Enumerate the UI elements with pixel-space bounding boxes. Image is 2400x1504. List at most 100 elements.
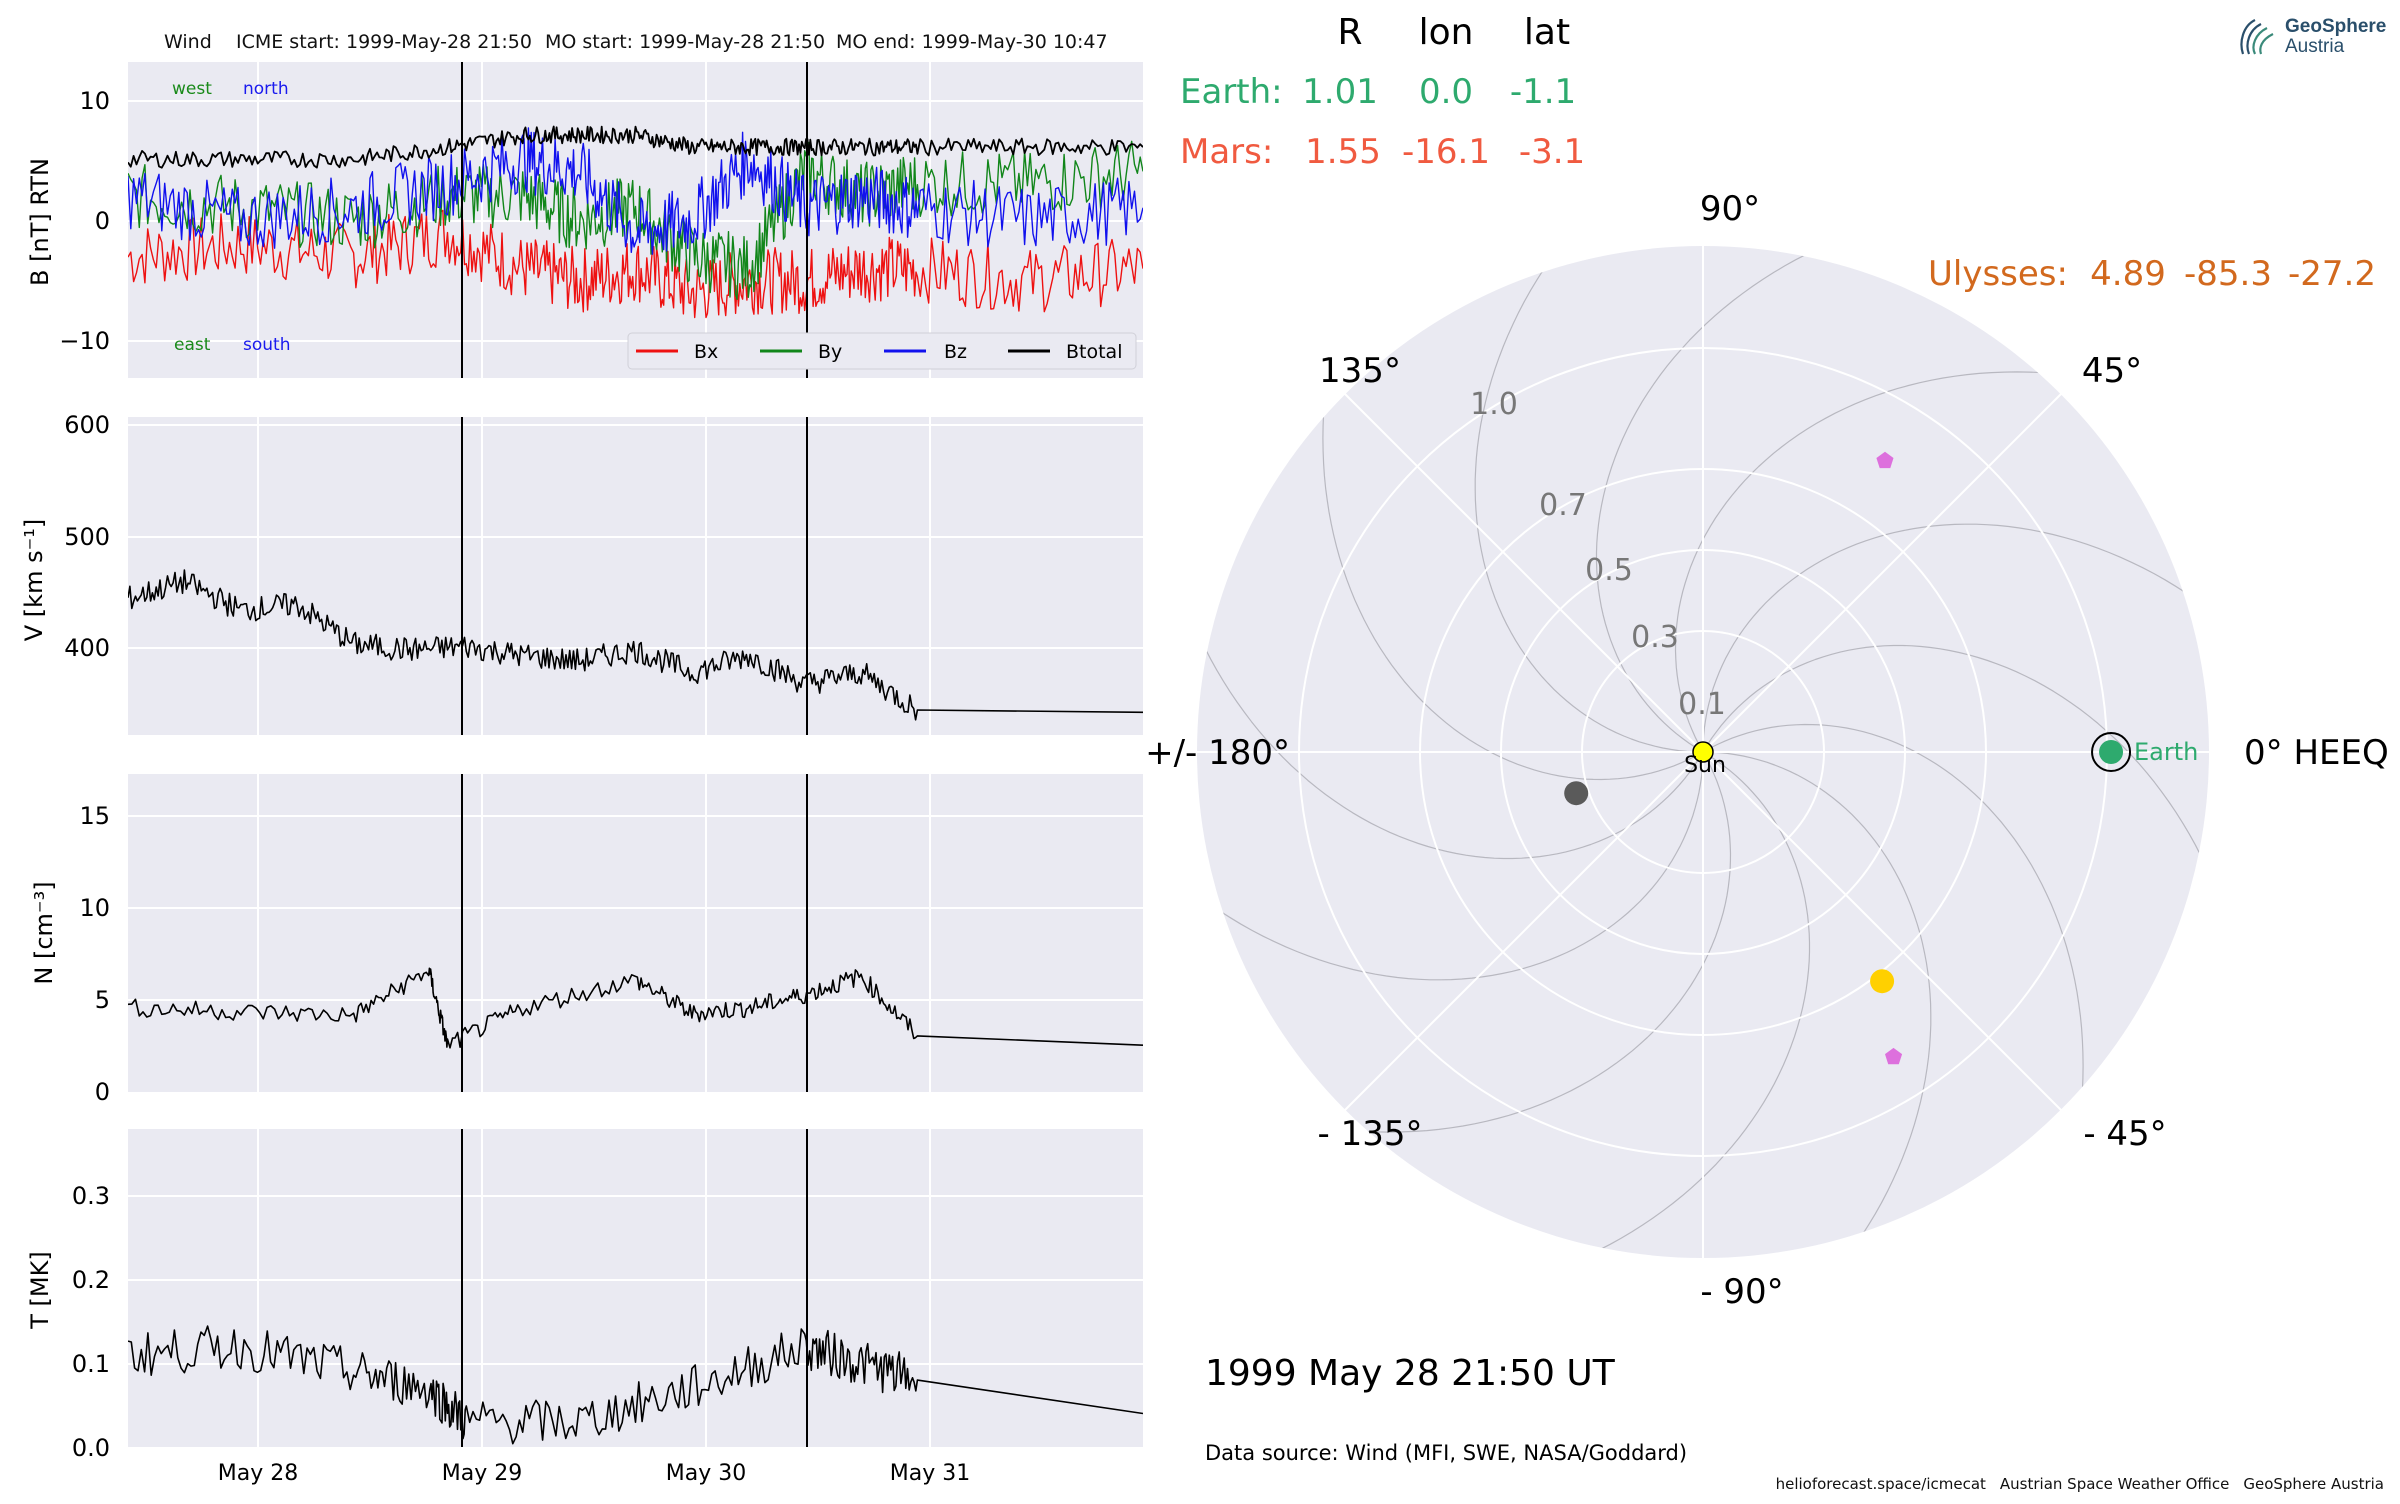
- radial-label-0-3: 0.3: [1631, 620, 1679, 655]
- polar-plot: 1.0 0.7 0.5 0.3 0.1 90° 45° 0° HEEQ - 45…: [1145, 189, 2389, 1312]
- panel-t-ytick-02: 0.2: [72, 1266, 110, 1294]
- angle-label-neg45: - 45°: [2083, 1114, 2166, 1154]
- xtick-may28: May 28: [218, 1461, 298, 1486]
- venus-marker: [1870, 969, 1895, 994]
- panel-t-ylabel: T [MK]: [26, 1251, 54, 1329]
- mars-row-label: Mars:: [1180, 132, 1273, 172]
- panel-v-ylabel: V [km s⁻¹]: [20, 519, 48, 641]
- legend-bz-label: Bz: [944, 341, 967, 363]
- footer-credits: helioforecast.space/icmecat Austrian Spac…: [1762, 1475, 2384, 1493]
- footer-geosphere: GeoSphere Austria: [2243, 1475, 2384, 1493]
- label-west: west: [172, 79, 212, 99]
- series-speed-line: [128, 569, 1143, 721]
- panel-t: 0.3 0.2 0.1 0.0 T [MK] May 28 May 29 May…: [26, 1129, 1143, 1486]
- label-north: north: [243, 79, 289, 99]
- footer-aswo: Austrian Space Weather Office: [1999, 1475, 2230, 1493]
- panel-v-series-group: [128, 569, 1143, 721]
- header-spacecraft: Wind: [164, 31, 212, 53]
- logo-line2: Austria: [2285, 36, 2345, 57]
- earth-row-label: Earth:: [1180, 72, 1283, 112]
- ulysses-row-lon: -85.3: [2184, 254, 2272, 294]
- parker-spiral-0: [1702, 751, 1932, 1258]
- panel-v-ytick-600: 600: [64, 411, 110, 439]
- parker-spiral-5: [1595, 246, 1856, 753]
- mars-row-r: 1.55: [1305, 132, 1381, 172]
- panel-b-series-group: [128, 125, 1143, 319]
- radial-label-0-1: 0.1: [1678, 687, 1726, 722]
- angle-label-neg90: - 90°: [1700, 1272, 1783, 1312]
- series-density-line: [128, 967, 1143, 1049]
- panel-b-legend: Bx By Bz Btotal: [627, 332, 1137, 370]
- sun-marker: [1692, 741, 1714, 763]
- mercury-marker: [1564, 781, 1589, 806]
- radial-label-1-0: 1.0: [1470, 387, 1518, 422]
- table-header-lon: lon: [1419, 12, 1474, 53]
- panel-n-series-group: [128, 967, 1143, 1049]
- legend-bx-label: Bx: [694, 341, 718, 363]
- panel-v: 600 500 400 V [km s⁻¹]: [20, 411, 1143, 735]
- position-table: R lon lat Earth: 1.01 0.0 -1.1 Mars: 1.5…: [1180, 12, 2376, 294]
- mars-row-lon: -16.1: [1402, 132, 1490, 172]
- angle-label-135: 135°: [1319, 351, 1401, 391]
- panel-n-grid: [128, 774, 1143, 1092]
- panel-b-ytick-0: 0: [95, 207, 110, 235]
- parker-spiral-11: [1550, 751, 1811, 1258]
- parker-spiral-6: [1474, 246, 1704, 753]
- angle-label-neg135: - 135°: [1318, 1114, 1423, 1154]
- earth-row-lat: -1.1: [1510, 72, 1576, 112]
- panel-t-grid: [128, 1129, 1143, 1447]
- panel-n-ytick-10: 10: [79, 894, 110, 922]
- footer-link-icmecat[interactable]: helioforecast.space/icmecat: [1775, 1475, 1986, 1493]
- parker-spiral-7: [1322, 360, 1704, 781]
- parker-spiral-9: [1197, 751, 1704, 981]
- mars-row-lat: -3.1: [1519, 132, 1585, 172]
- panel-n-background: [128, 774, 1143, 1092]
- logo-line1: GeoSphere: [2285, 16, 2387, 37]
- xtick-may31: May 31: [890, 1461, 970, 1486]
- geosphere-logo: GeoSphere Austria: [2237, 12, 2387, 64]
- panel-n-ylabel: N [cm⁻³]: [30, 881, 58, 984]
- ulysses-row-label: Ulysses:: [1928, 254, 2068, 294]
- date-stamp: 1999 May 28 21:50 UT: [1205, 1353, 1616, 1394]
- panel-t-ytick-00: 0.0: [72, 1434, 110, 1462]
- panel-n-ytick-5: 5: [95, 986, 110, 1014]
- spacecraft-a-marker: [1876, 451, 1894, 469]
- panel-n: 15 10 5 0 N [cm⁻³]: [30, 774, 1143, 1106]
- panel-b-ytick-neg10: −10: [59, 327, 110, 355]
- earth-marker: [2099, 740, 2124, 764]
- xtick-may29: May 29: [442, 1461, 522, 1486]
- ulysses-row-r: 4.89: [2090, 254, 2166, 294]
- earth-ring-marker: [2091, 732, 2132, 772]
- radial-label-0-7: 0.7: [1539, 488, 1587, 523]
- label-east: east: [174, 335, 211, 355]
- angle-label-90: 90°: [1700, 189, 1760, 229]
- parker-spiral-2: [1702, 644, 2209, 905]
- parker-spirals: [1197, 246, 2209, 1258]
- panel-b-ylabel: B [nT] RTN: [26, 158, 54, 286]
- parker-spiral-4: [1674, 371, 2095, 753]
- panel-v-ytick-400: 400: [64, 634, 110, 662]
- angle-label-180: +/- 180°: [1145, 733, 1290, 773]
- panel-b-ytick-10: 10: [79, 87, 110, 115]
- earth-label: Earth: [2134, 738, 2198, 766]
- panel-t-series-group: [128, 1325, 1143, 1445]
- panel-b: 10 0 −10 B [nT] RTN west north east sout…: [26, 62, 1143, 378]
- header-mo-start: MO start: 1999-May-28 21:50: [545, 31, 825, 53]
- panel-v-background: [128, 417, 1143, 735]
- label-south: south: [243, 335, 290, 355]
- earth-row-r: 1.01: [1302, 72, 1378, 112]
- series-btotal-line: [128, 125, 1143, 169]
- header-mo-end: MO end: 1999-May-30 10:47: [836, 31, 1108, 53]
- parker-spiral-10: [1311, 751, 1732, 1133]
- panel-t-ytick-01: 0.1: [72, 1350, 110, 1378]
- series-bx-line: [128, 209, 1143, 319]
- data-source: Data source: Wind (MFI, SWE, NASA/Goddar…: [1205, 1441, 1687, 1465]
- header-icme-start: ICME start: 1999-May-28 21:50: [236, 31, 532, 53]
- ulysses-row-lat: -27.2: [2288, 254, 2376, 294]
- panel-t-background: [128, 1129, 1143, 1447]
- geosphere-logo-mark: [2240, 19, 2274, 55]
- panel-n-ytick-15: 15: [79, 802, 110, 830]
- panel-v-ytick-500: 500: [64, 523, 110, 551]
- panel-v-grid: [128, 417, 1143, 735]
